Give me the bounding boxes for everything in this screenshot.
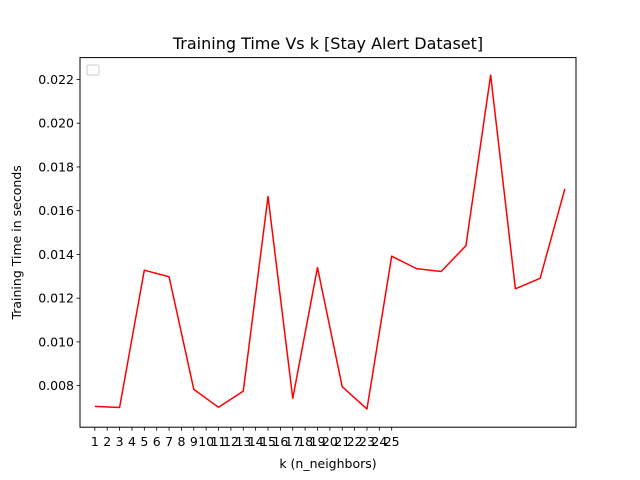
x-tick-label: 14 xyxy=(248,434,264,449)
y-tick-label: 0.018 xyxy=(38,159,74,174)
y-tick-label: 0.020 xyxy=(38,116,74,131)
x-tick-label: 18 xyxy=(297,434,313,449)
x-tick-label: 5 xyxy=(140,434,148,449)
y-tick-label: 0.010 xyxy=(38,334,74,349)
x-tick-label: 16 xyxy=(272,434,288,449)
x-axis-label: k (n_neighbors) xyxy=(279,456,376,471)
y-tick-label: 0.022 xyxy=(38,72,74,87)
chart-title: Training Time Vs k [Stay Alert Dataset] xyxy=(172,34,483,53)
y-tick-label: 0.014 xyxy=(38,247,74,262)
x-tick-label: 10 xyxy=(198,434,214,449)
x-tick-label: 11 xyxy=(211,434,227,449)
x-tick-label: 23 xyxy=(359,434,375,449)
x-tick-label: 21 xyxy=(334,434,350,449)
x-tick-label: 25 xyxy=(384,434,400,449)
x-tick-label: 22 xyxy=(347,434,363,449)
x-tick-label: 13 xyxy=(235,434,251,449)
x-tick-label: 9 xyxy=(190,434,198,449)
x-tick-label: 15 xyxy=(260,434,276,449)
x-tick-label: 12 xyxy=(223,434,239,449)
legend-box xyxy=(86,64,100,76)
x-tick-label: 3 xyxy=(116,434,124,449)
x-tick-label: 7 xyxy=(165,434,173,449)
plot-area xyxy=(79,57,577,428)
x-tick-label: 24 xyxy=(371,434,387,449)
y-tick-label: 0.016 xyxy=(38,203,74,218)
x-tick-label: 4 xyxy=(128,434,136,449)
series-layer xyxy=(94,74,566,410)
y-axis: 0.008 0.010 0.012 0.014 0.016 0.018 0.020 0.022 xyxy=(38,72,80,393)
x-tick-label: 8 xyxy=(177,434,185,449)
x-tick-label: 1 xyxy=(91,434,99,449)
x-tick-label: 20 xyxy=(322,434,338,449)
y-tick-label: 0.012 xyxy=(38,291,74,306)
y-tick-label: 0.008 xyxy=(38,378,74,393)
x-tick-label: 19 xyxy=(310,434,326,449)
x-axis: 1 2 3 4 5 6 7 8 9 1011121314151617181920212223242… xyxy=(91,427,400,449)
x-tick-label: 17 xyxy=(285,434,301,449)
x-tick-label: 2 xyxy=(103,434,111,449)
y-axis-label: Training Time in seconds xyxy=(9,165,24,320)
x-tick-label: 6 xyxy=(153,434,161,449)
series-line xyxy=(94,74,566,410)
